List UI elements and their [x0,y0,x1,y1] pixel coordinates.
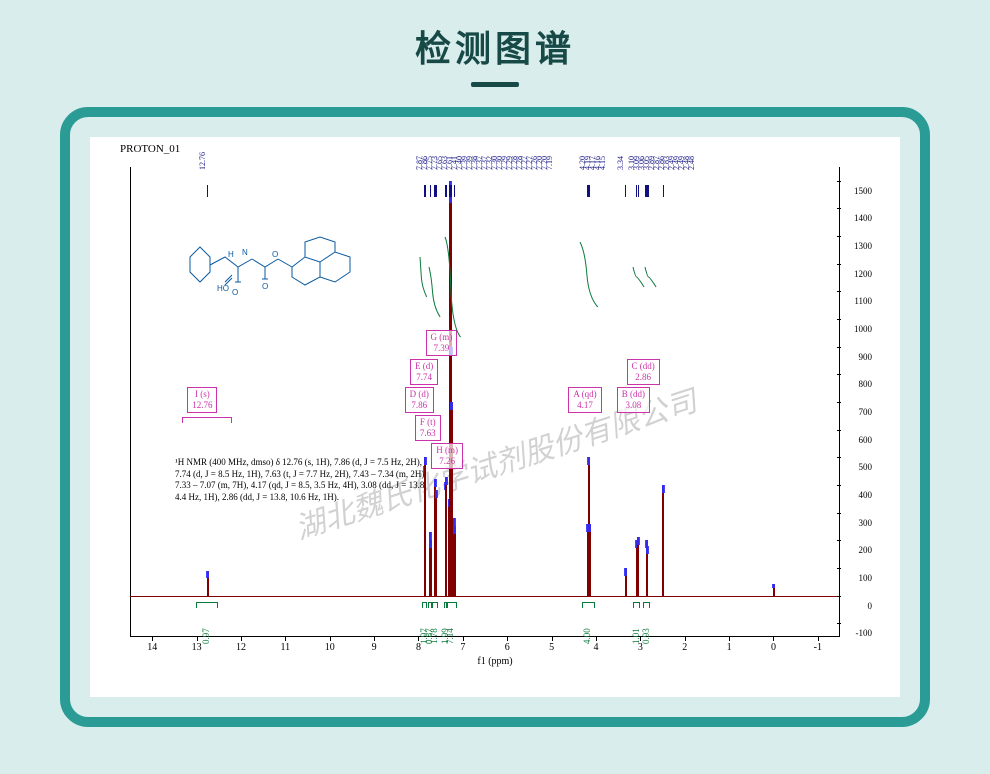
nmr-peak [662,485,664,596]
ytick: 1500 [854,186,872,196]
svg-text:O: O [232,288,238,297]
assignment-box: H (m)7.26 [431,443,463,469]
peak-box-value: 7.86 [410,400,429,411]
ytick: 1100 [854,296,872,306]
ytick: 100 [859,573,873,583]
assignment-box: I (s)12.76 [187,387,217,413]
xtick: -1 [814,642,822,653]
xtick: 4 [593,642,598,653]
xtick: 14 [147,642,157,653]
chem-shift-label: 12.76 [198,152,207,170]
ytick: 700 [859,407,873,417]
xtick: 1 [727,642,732,653]
ytick: 1300 [854,241,872,251]
svg-text:O: O [272,250,278,259]
title-underline [471,82,519,87]
nmr-description: ¹H NMR (400 MHz, dmso) δ 12.76 (s, 1H), … [175,457,435,504]
peak-box-value: 4.17 [573,400,596,411]
chem-shift-label: 4.15 [598,156,607,170]
ytick: 200 [859,545,873,555]
integral-label: 4.00 [582,628,592,644]
peak-box-label: D (d) [410,389,429,400]
spectrum-label: PROTON_01 [120,143,180,155]
peak-box-label: F (t) [420,417,436,428]
xtick: 9 [372,642,377,653]
ytick: 400 [859,490,873,500]
ytick: 1400 [854,213,872,223]
nmr-peak [424,457,426,595]
xtick: 7 [460,642,465,653]
assignment-box: A (qd)4.17 [568,387,601,413]
integral-label: 0.93 [641,628,651,644]
xtick: 2 [682,642,687,653]
chem-shift-label: 2.48 [687,156,696,170]
xtick: 11 [280,642,290,653]
plot-wrap: PROTON_01 湖北魏氏化学试剂股份有限公司 H N O O [90,137,900,697]
xtick: 6 [505,642,510,653]
xtick: 10 [325,642,335,653]
page-title: 检测图谱 [0,20,990,72]
svg-text:H: H [228,250,234,259]
spectrum-frame: PROTON_01 湖北魏氏化学试剂股份有限公司 H N O O [60,107,930,727]
integral-curve [643,257,660,377]
nmr-peak [637,537,639,595]
baseline [130,596,840,597]
xtick: 12 [236,642,246,653]
assignment-box: B (dd)3.08 [617,387,650,413]
integral-label: 1.78 [429,628,439,644]
svg-text:O: O [262,282,268,291]
svg-text:HO: HO [217,284,229,293]
ytick: 800 [859,379,873,389]
xtick: 0 [771,642,776,653]
molecule-structure: H N O O HO O [180,227,380,317]
ytick: 900 [859,352,873,362]
ytick: 300 [859,518,873,528]
integral-curve [578,232,602,352]
peak-box-value: 7.63 [420,428,436,439]
ytick: -100 [856,628,873,638]
integral-curve [443,227,465,347]
chem-shift-label: 7.19 [545,156,554,170]
page: 检测图谱 PROTON_01 湖北魏氏化学试剂股份有限公司 H N [0,0,990,774]
integral-label: 0.97 [201,628,211,644]
peak-box-value: 7.26 [436,456,458,467]
assignment-box: D (d)7.86 [405,387,434,413]
peak-box-value: 3.08 [622,400,645,411]
integral-curve [427,257,444,377]
xtick: 5 [549,642,554,653]
peak-box-label: B (dd) [622,389,645,400]
assignment-box: F (t)7.63 [415,415,441,441]
integral-label: 7.14 [445,628,455,644]
ytick: 500 [859,462,873,472]
peak-box-value: 12.76 [192,400,212,411]
ytick: 1000 [854,324,872,334]
nmr-peak [435,490,437,595]
nmr-peak [454,526,456,595]
nmr-peak [589,524,591,596]
xaxis-label: f1 (ppm) [477,656,512,667]
ytick: 0 [868,601,873,611]
ytick: 1200 [854,269,872,279]
peak-box-label: H (m) [436,445,458,456]
peak-box-label: A (qd) [573,389,596,400]
peak-box-label: I (s) [192,389,212,400]
ytick: 600 [859,435,873,445]
chem-shift-label: 3.34 [616,156,625,170]
nmr-peak [430,540,432,595]
svg-text:N: N [242,248,248,257]
integral-label: 1.01 [631,628,641,644]
